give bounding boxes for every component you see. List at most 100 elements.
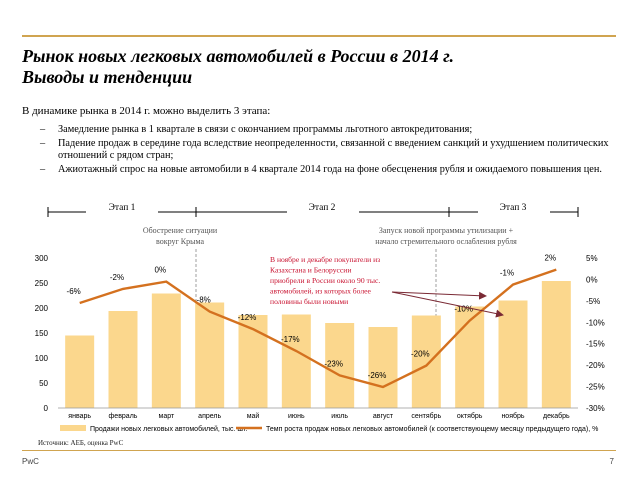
bullet-dash: – <box>40 124 46 135</box>
left-tick-label: 300 <box>35 254 49 263</box>
bullet-item: – Падение продаж в середине года вследств… <box>40 138 625 163</box>
stage-label-bg <box>86 201 158 213</box>
line-data-label: -17% <box>281 335 300 344</box>
line-data-label: -8% <box>197 296 211 305</box>
right-tick-label: 0% <box>586 275 598 284</box>
line-data-label: -26% <box>368 371 387 380</box>
left-tick-label: 150 <box>35 329 49 338</box>
left-tick-label: 0 <box>44 404 49 413</box>
line-data-label: 2% <box>545 254 557 263</box>
bullet-item: – Ажиотажный спрос на новые автомобили в … <box>40 164 625 177</box>
callout-text: В ноябре и декабре покупатели из <box>270 255 380 264</box>
left-tick-label: 50 <box>39 379 48 388</box>
x-tick-label: апрель <box>198 413 221 420</box>
bar <box>151 293 181 408</box>
line-data-label: -23% <box>324 359 343 368</box>
bar-series <box>65 281 571 408</box>
x-tick-label: декабрь <box>543 412 570 420</box>
callout-text: автомобилей, из которых более <box>270 287 371 296</box>
right-axis: 5% 0% -5% -10% -15% -20% -25% -30% <box>586 254 605 413</box>
callout-box <box>266 252 400 312</box>
x-tick-label: июль <box>331 413 348 420</box>
line-data-labels: -6% -2% 0% -8% -12% -17% -23% -26% -20% -10% -1% 2% <box>67 254 557 380</box>
footer-brand: PwC <box>22 457 39 466</box>
stage-label-1: Этап 1 <box>109 203 136 213</box>
right-tick-label: -30% <box>586 404 605 413</box>
bar <box>65 335 95 408</box>
x-tick-label: август <box>373 413 394 420</box>
x-tick-label: март <box>159 413 175 420</box>
line-data-label: 0% <box>155 266 167 275</box>
bullet-dash: – <box>40 137 46 149</box>
x-tick-label: июнь <box>288 413 305 420</box>
page-title: Рынок новых легковых автомобилей в Росси… <box>22 46 622 88</box>
bullet-text: Замедление рынка в 1 квартале в связи с … <box>58 124 473 135</box>
callout-text: приобрели в России около 90 тыс. <box>270 276 380 285</box>
bullet-list: – Замедление рынка в 1 квартале в связи с… <box>40 124 625 177</box>
left-tick-label: 100 <box>35 354 49 363</box>
callout-text: Казахстана и Белоруссии <box>270 266 351 275</box>
growth-line <box>79 268 557 389</box>
right-tick-label: -10% <box>586 318 605 327</box>
legend-bar-label: Продажи новых легковых автомобилей, тыс.… <box>90 425 247 433</box>
left-axis: 0 50 100 150 200 250 300 <box>35 254 49 413</box>
left-tick-label: 200 <box>35 304 49 313</box>
line-data-label: -12% <box>238 313 257 322</box>
stage-bracket: Этап 1 Этап 2 Этап 3 <box>47 201 579 217</box>
line-data-label: -2% <box>110 273 124 282</box>
line-data-label: -6% <box>67 287 81 296</box>
bar <box>498 300 528 408</box>
bar <box>541 281 571 408</box>
bullet-dash: – <box>40 163 46 175</box>
x-tick-label: октябрь <box>457 412 483 420</box>
x-tick-label: май <box>247 412 260 420</box>
right-tick-label: -25% <box>586 383 605 392</box>
legend: Продажи новых легковых автомобилей, тыс.… <box>60 425 598 433</box>
bar <box>108 311 138 408</box>
title-line-1: Рынок новых легковых автомобилей в Росси… <box>22 46 454 66</box>
stage-label-3: Этап 3 <box>500 203 527 213</box>
line-data-label: -1% <box>500 269 514 278</box>
right-tick-label: -15% <box>586 340 605 349</box>
callout-arrow <box>391 291 487 300</box>
bar <box>281 314 311 408</box>
x-tick-label: сентябрь <box>411 412 441 420</box>
legend-line-label: Темп роста продаж новых легковых автомоб… <box>266 425 598 433</box>
right-tick-label: -5% <box>586 297 600 306</box>
bar <box>195 302 225 408</box>
crimea-annotation: Обострение ситуации <box>143 226 218 235</box>
source-note: Источник: АЕБ, оценка PwC <box>38 439 124 447</box>
bar <box>368 327 398 408</box>
x-tick-label: январь <box>68 413 91 420</box>
bar <box>325 323 355 408</box>
line-data-label: -20% <box>411 350 430 359</box>
recycle-annotation: начало стремительного ослабления рубля <box>375 237 517 246</box>
x-tick-label: февраль <box>109 413 138 420</box>
left-tick-label: 250 <box>35 279 49 288</box>
stage-label-2: Этап 2 <box>309 203 336 213</box>
bar <box>455 306 485 408</box>
right-tick-label: -20% <box>586 361 605 370</box>
stage-label-bg <box>287 201 359 213</box>
bar <box>238 315 268 408</box>
callout: В ноябре и декабре покупатели из Казахста… <box>266 252 504 318</box>
bullet-text: Падение продаж в середине года вследстви… <box>58 137 609 162</box>
callout-arrow <box>391 291 504 318</box>
x-tick-label: ноябрь <box>501 412 524 420</box>
crimea-annotation: вокруг Крыма <box>156 237 205 246</box>
bar <box>411 315 441 408</box>
bottom-rule <box>22 450 616 451</box>
bullet-item: – Замедление рынка в 1 квартале в связи с… <box>40 124 625 137</box>
page-number: 7 <box>609 457 614 466</box>
title-line-2: Выводы и тенденции <box>22 67 193 87</box>
line-data-label: -10% <box>454 305 473 314</box>
intro-text: В динамике рынка в 2014 г. можно выделит… <box>22 105 271 117</box>
stage-label-bg <box>478 201 550 213</box>
right-tick-label: 5% <box>586 254 598 263</box>
legend-bar-swatch <box>60 425 86 431</box>
recycle-annotation: Запуск новой программы утилизации + <box>379 226 514 235</box>
callout-text: половины были новыми <box>270 297 348 306</box>
top-rule <box>22 35 616 37</box>
x-axis-labels: январь февраль март апрель май июнь июль август… <box>68 412 570 420</box>
